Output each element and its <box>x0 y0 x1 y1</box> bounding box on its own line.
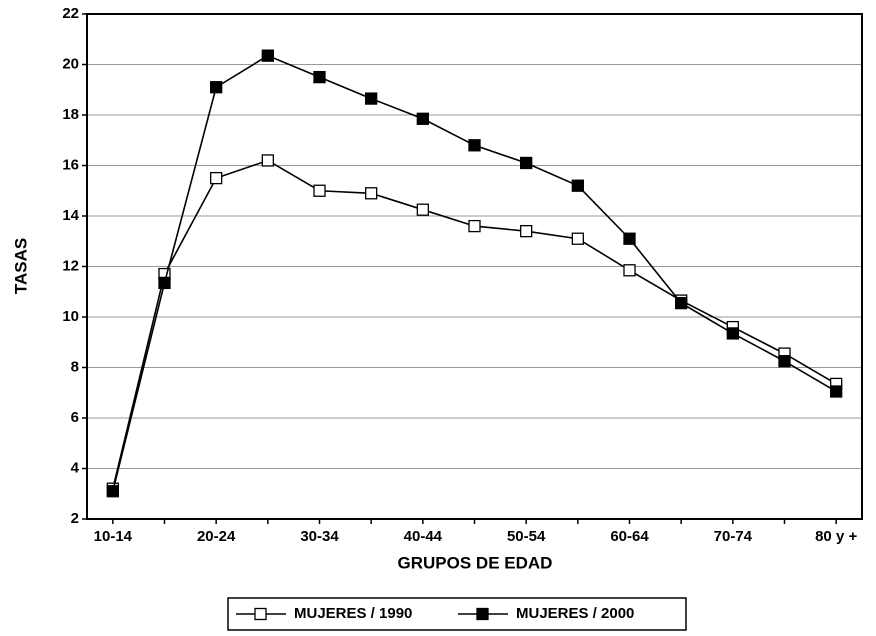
marker <box>468 139 481 152</box>
legend-label: MUJERES / 1990 <box>294 605 412 622</box>
x-tick-label: 30-34 <box>300 528 339 545</box>
marker <box>623 232 636 245</box>
legend-marker <box>254 607 267 621</box>
marker <box>830 385 843 398</box>
y-tick-label: 14 <box>62 207 79 224</box>
y-tick-label: 12 <box>62 257 79 274</box>
marker <box>623 264 636 277</box>
y-tick-label: 2 <box>71 510 79 527</box>
marker <box>210 171 223 185</box>
x-tick-label: 60-64 <box>610 528 649 545</box>
marker <box>778 355 791 368</box>
x-tick-label: 80 y + <box>815 528 857 545</box>
legend-marker <box>476 607 489 621</box>
marker <box>313 184 326 197</box>
x-tick-label: 20-24 <box>197 528 236 545</box>
marker <box>675 296 688 310</box>
y-tick-label: 16 <box>62 156 79 173</box>
marker <box>261 49 274 62</box>
marker <box>571 232 584 245</box>
y-axis-title: TASAS <box>11 238 30 294</box>
marker <box>416 203 429 216</box>
x-axis-title: GRUPOS DE EDAD <box>398 553 553 572</box>
y-tick-label: 22 <box>62 5 79 22</box>
x-tick-label: 70-74 <box>714 528 753 545</box>
marker <box>158 276 171 290</box>
marker <box>106 485 119 498</box>
marker <box>365 187 378 200</box>
marker <box>571 179 584 192</box>
marker <box>468 219 481 233</box>
y-tick-label: 4 <box>71 459 80 476</box>
legend-label: MUJERES / 2000 <box>516 605 634 622</box>
legend-box <box>227 597 687 631</box>
marker <box>520 156 533 170</box>
marker <box>313 70 326 84</box>
y-tick-label: 6 <box>71 409 79 426</box>
x-tick-label: 10-14 <box>94 528 133 545</box>
y-tick-label: 10 <box>62 308 79 325</box>
marker <box>726 327 739 340</box>
y-tick-label: 8 <box>71 358 79 375</box>
marker <box>416 112 429 125</box>
marker <box>210 81 223 94</box>
marker <box>365 92 378 105</box>
y-tick-label: 20 <box>62 55 79 72</box>
x-tick-label: 40-44 <box>404 528 443 545</box>
marker <box>261 154 274 167</box>
y-tick-label: 18 <box>62 106 79 123</box>
x-tick-label: 50-54 <box>507 528 546 545</box>
marker <box>520 224 533 238</box>
series-line <box>112 54 837 492</box>
